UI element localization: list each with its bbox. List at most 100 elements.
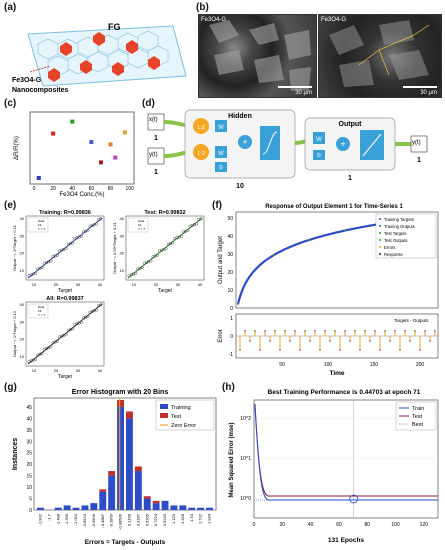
panel-f-error-point (434, 330, 436, 332)
regression-data-point (84, 229, 88, 233)
regression-data-point (40, 352, 44, 356)
panel-f-error-point (319, 349, 321, 351)
regression-data-point (97, 218, 101, 222)
regression-data-point (136, 267, 140, 271)
regression-data-point (140, 266, 144, 270)
panel-g-xtick: 0.1168 (126, 513, 131, 526)
panel-f-legend-item: Response (384, 252, 404, 257)
regression-data-point (51, 255, 55, 259)
panel-f-legend-item: Errors (384, 245, 395, 250)
panel-g-xtick: 0.3187 (135, 513, 140, 526)
regression-data-point (58, 335, 62, 339)
regression-data-point (99, 217, 103, 221)
regression-legend-item: Fit (38, 223, 41, 227)
sem-right-scalebar (403, 86, 437, 88)
panel-g-histogram: Error Histogram with 20 Bins Instances 0… (12, 389, 217, 546)
panel-c-point (70, 119, 75, 124)
panel-f-err-ytick: 0 (230, 334, 233, 340)
regression-xtick: 30 (76, 368, 81, 373)
regression-data-point (177, 235, 181, 239)
nanocomposites-label: Nanocomposites (12, 87, 69, 94)
regression-data-point (95, 222, 99, 226)
panel-h-ytick: 10^0 (240, 496, 251, 502)
panel-g-ytick: 20 (26, 462, 32, 468)
panel-g-xtick: 1.732 (198, 513, 203, 524)
regression-data-point (62, 247, 66, 251)
hidden-size: 10 (236, 183, 244, 190)
regression-data-point (97, 304, 101, 308)
panel-g-ytick: 15 (26, 474, 32, 480)
panel-h-best-marker (349, 494, 359, 504)
panel-h-ytick: 10^2 (240, 416, 251, 422)
panel-c-point (113, 155, 118, 160)
panel-f-target-point (290, 245, 293, 248)
panel-h-xtick: 60 (336, 522, 342, 528)
sem-image-right: Fe3O4-G 30 μm (318, 14, 442, 98)
output-layer-title: Output (339, 121, 363, 128)
panel-g-ytick: 10 (26, 485, 32, 491)
panel-c-xtick: 0 (33, 186, 36, 192)
histogram-training-bar (63, 505, 71, 510)
panel-f-target-point (302, 240, 305, 243)
regression-legend-box (127, 217, 149, 233)
hidden-w-2-label: W (218, 151, 224, 157)
regression-title: All: R=0.99837 (46, 296, 83, 302)
histogram-training-bar (54, 507, 62, 510)
hidden-b (215, 162, 227, 172)
panel-f-error-point (279, 349, 281, 351)
panel-c-point (108, 142, 113, 147)
regression-data-point (129, 273, 133, 277)
panel-g-ytick: 40 (26, 416, 32, 422)
panel-e-label: (e) (4, 200, 17, 211)
regression-data-point (42, 261, 46, 265)
panel-f-error-point (429, 340, 431, 342)
regression-data-point (151, 255, 155, 259)
output-b-label: b (317, 153, 321, 159)
y-input-label: y(t) (149, 152, 158, 158)
panel-g-ytick: 30 (26, 439, 32, 445)
regression-ytick: 20 (20, 337, 25, 342)
panel-f-legend-marker (379, 246, 381, 248)
regression-xtick: 30 (176, 282, 181, 287)
panel-f-error-point (299, 349, 301, 351)
histogram-test-bar (117, 400, 124, 407)
regression-xtick: 10 (32, 282, 37, 287)
panel-f-legend-marker (379, 239, 381, 241)
histogram-training-bar (90, 503, 98, 510)
regression-data-point (90, 309, 94, 313)
regression-data-point (166, 242, 170, 246)
panel-f-error-point (304, 330, 306, 332)
regression-data-point (192, 223, 196, 227)
panel-g-xtick: -0.6906 (91, 513, 96, 527)
regression-data-point (66, 242, 70, 246)
legend-training: Training (171, 405, 191, 411)
panel-g-xtick: -1.902 (37, 513, 42, 525)
panel-f-error-point (339, 349, 341, 351)
panel-f-xtick: 150 (370, 362, 379, 368)
panel-c-xlabel: Fe3O4 Conc.(%) (59, 192, 104, 198)
panel-f-error-point (269, 340, 271, 342)
panel-f-xtick: 50 (279, 362, 285, 368)
panel-h-xtick: 120 (420, 522, 429, 528)
regression-legend-item: Fit (138, 223, 141, 227)
regression-legend-item: Y = T (38, 227, 45, 231)
panel-g-xtick: -0.8924 (82, 513, 87, 527)
regression-data-point (142, 261, 146, 265)
histogram-training-bar (161, 500, 169, 510)
panel-f-legend-item: Test Outputs (384, 238, 408, 243)
panel-f-target-point (314, 237, 317, 239)
panel-f-error-point (359, 349, 361, 351)
regression-xtick: 40 (98, 282, 103, 287)
histogram-training-bar (126, 418, 133, 510)
legend-zero-error: Zero Error (171, 423, 196, 429)
output-size: 1 (348, 175, 352, 182)
panel-b-label: (b) (196, 2, 209, 13)
regression-data-point (149, 259, 153, 263)
regression-data-point (162, 247, 166, 251)
panel-f-ytick: 10 (227, 288, 233, 294)
regression-xtick: 20 (54, 282, 59, 287)
sem-right-tag: Fe3O4-G (321, 17, 347, 23)
regression-data-point (27, 360, 31, 364)
panel-e-regression: Training: R=0.99836 Output ~= 1*Target + … (12, 210, 205, 380)
regression-data-point (53, 254, 57, 258)
